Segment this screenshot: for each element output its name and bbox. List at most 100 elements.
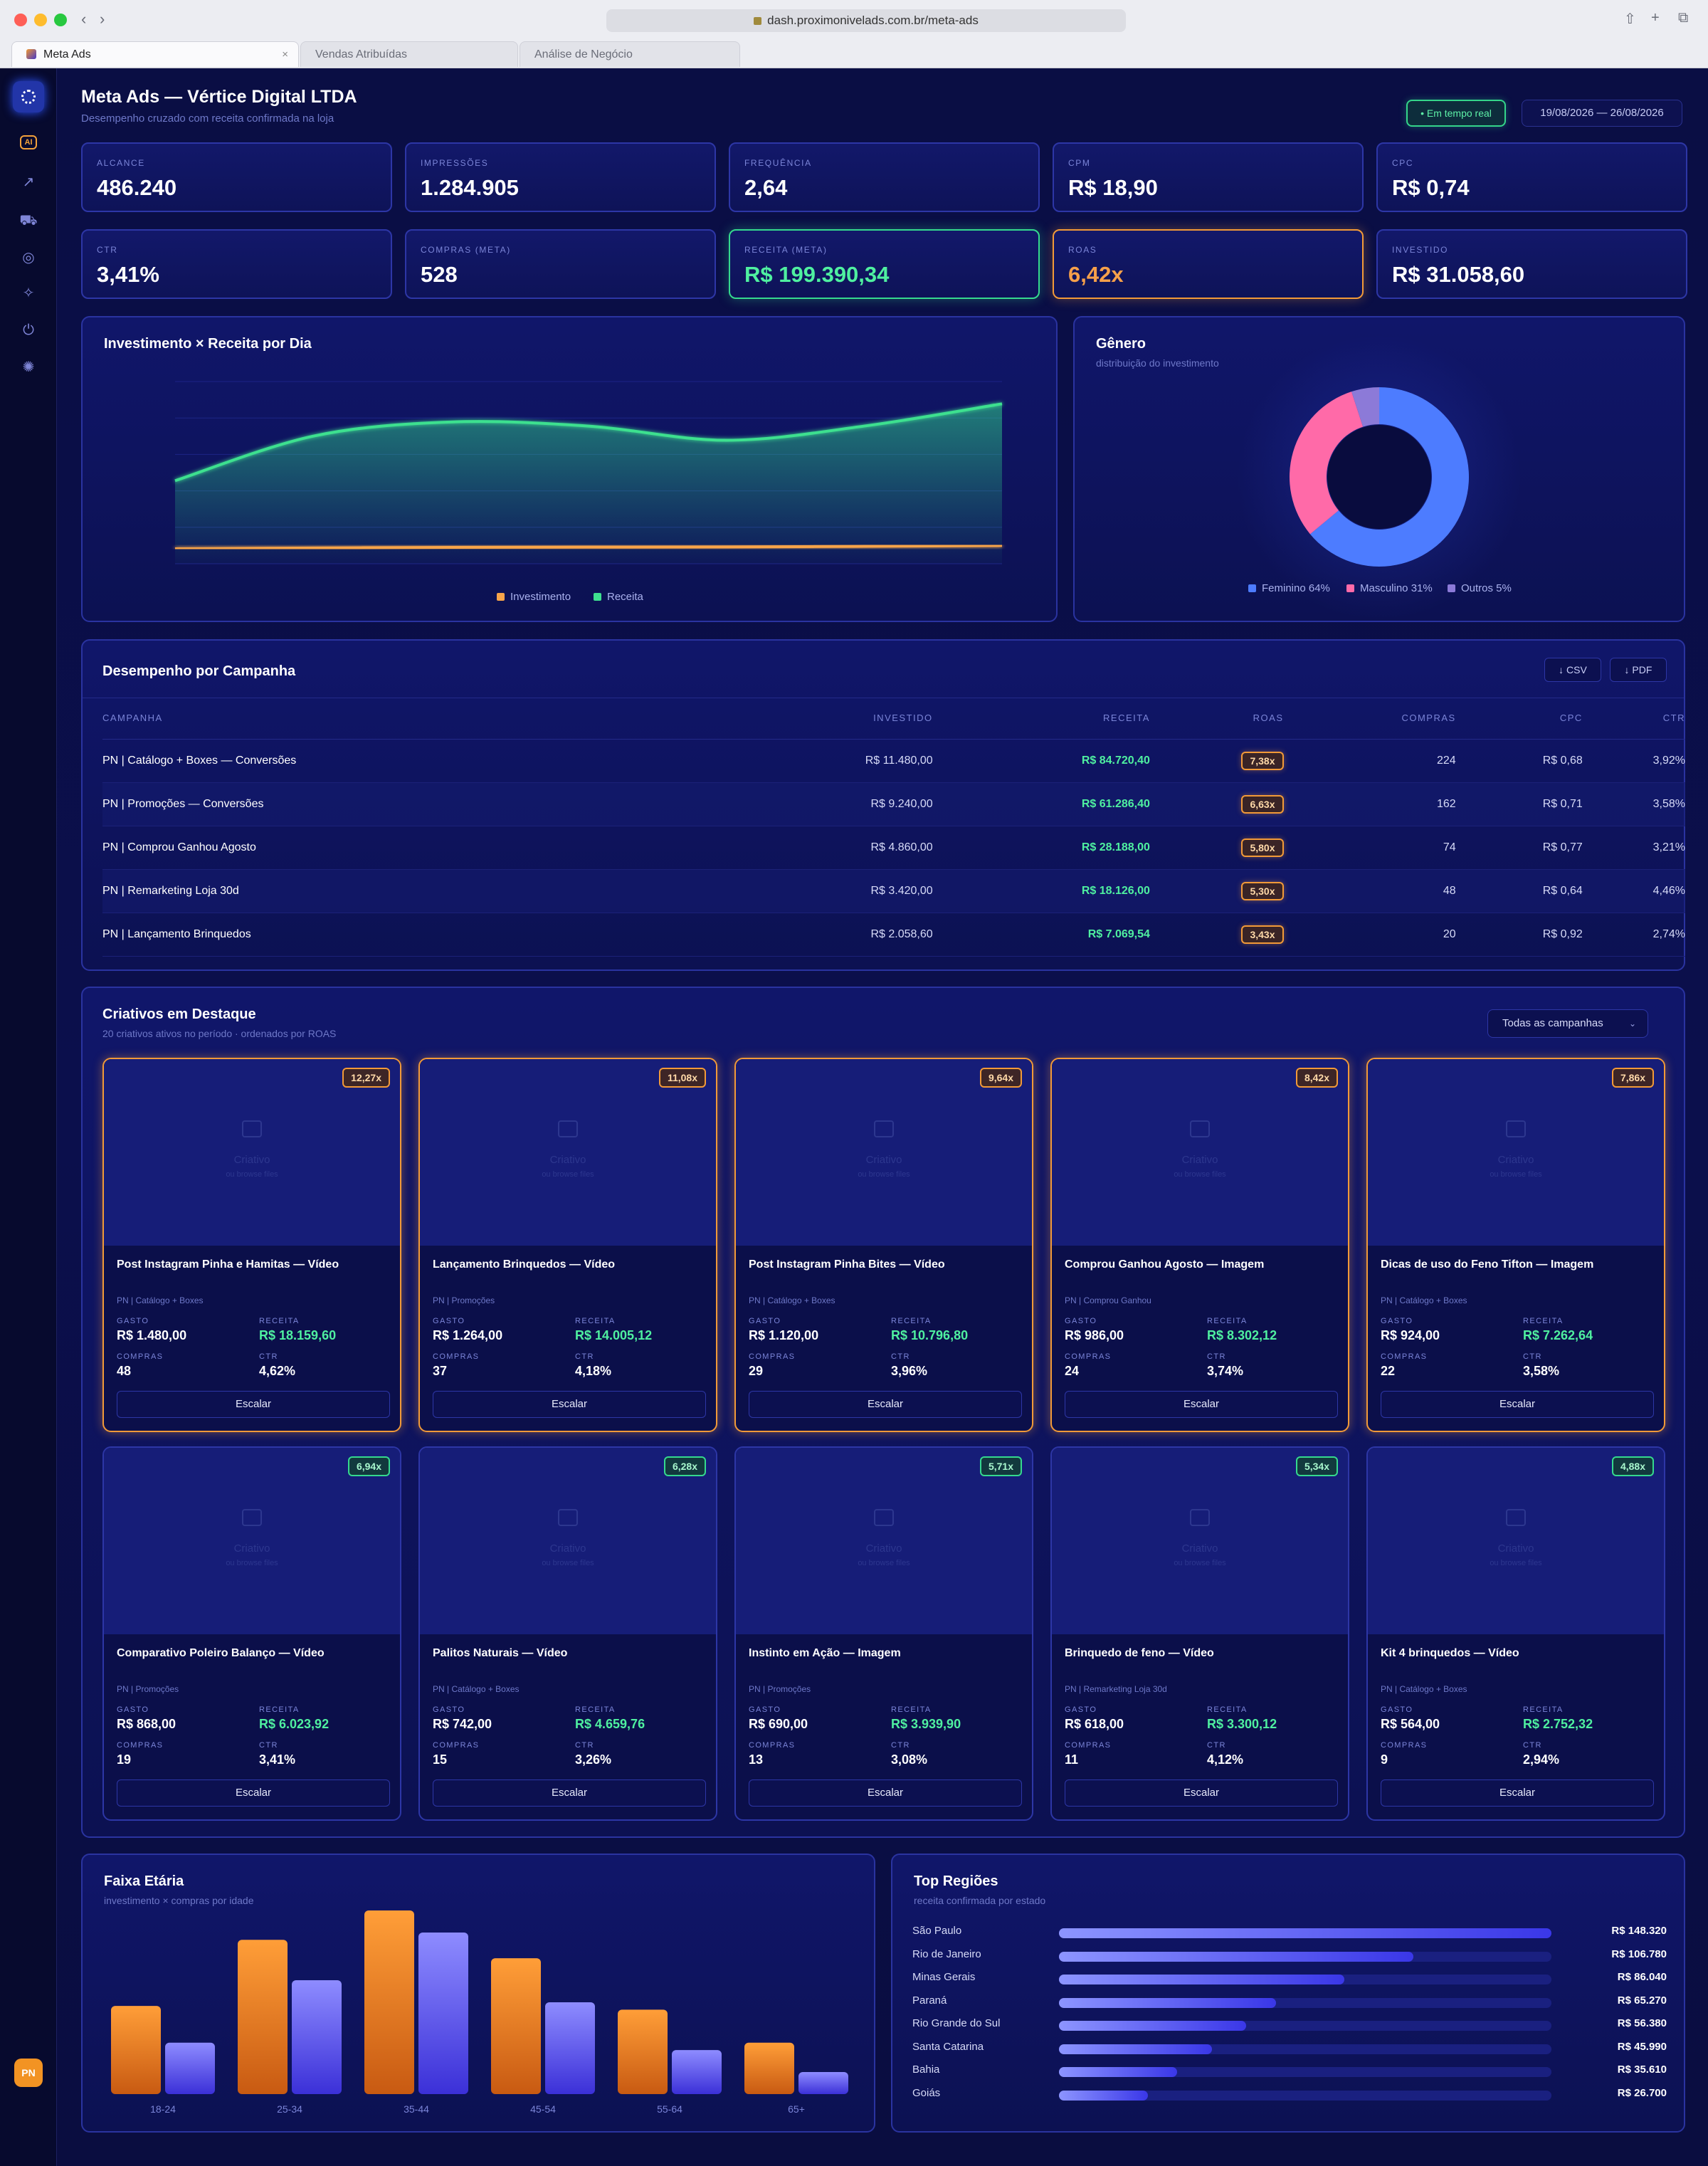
tab-meta-ads[interactable]: Meta Ads ×	[11, 41, 299, 67]
tab-analise-negocio[interactable]: Análise de Negócio	[520, 41, 740, 67]
export-pdf-button[interactable]: ↓ PDF	[1610, 658, 1667, 682]
escalar-button[interactable]: Escalar	[1381, 1779, 1654, 1807]
column-header[interactable]: ROAS	[1149, 698, 1284, 740]
creative-card[interactable]: Criativo ou browse files 9,64x Post Instagr…	[734, 1058, 1033, 1432]
avatar[interactable]: PN	[14, 2059, 43, 2087]
creative-thumbnail[interactable]: Criativo ou browse files	[1368, 1059, 1664, 1246]
table-row[interactable]: PN | Catálogo + Boxes — Conversões R$ 11.…	[102, 739, 1685, 783]
table-row[interactable]: PN | Promoções — Conversões R$ 9.240,00 R$…	[102, 782, 1685, 826]
kpi-label: ALCANCE	[97, 158, 145, 168]
creative-thumbnail[interactable]: Criativo ou browse files	[1368, 1448, 1664, 1634]
new-tab-icon[interactable]: +	[1651, 10, 1660, 26]
creative-thumbnail[interactable]: Criativo ou browse files	[104, 1448, 400, 1634]
table-cell: R$ 0,68	[1455, 739, 1583, 783]
table-row[interactable]: PN | Lançamento Brinquedos R$ 2.058,60 R$ …	[102, 913, 1685, 957]
close-tab-icon[interactable]: ×	[282, 48, 288, 61]
placeholder-browse-link[interactable]: ou browse files	[858, 1559, 910, 1567]
placeholder-browse-link[interactable]: ou browse files	[1174, 1559, 1226, 1567]
creative-thumbnail[interactable]: Criativo ou browse files	[736, 1059, 1032, 1246]
column-header[interactable]: CTR	[1582, 698, 1685, 740]
placeholder-browse-link[interactable]: ou browse files	[858, 1170, 910, 1179]
metric-value-ctr: 3,58%	[1523, 1364, 1560, 1378]
table-cell: 3,43x	[1149, 913, 1284, 957]
column-header[interactable]: RECEITA	[932, 698, 1150, 740]
column-header[interactable]: CPC	[1455, 698, 1583, 740]
creatives-subtitle: 20 criativos ativos no período · ordenad…	[102, 1028, 337, 1039]
placeholder-browse-link[interactable]: ou browse files	[1490, 1170, 1542, 1179]
metric-value-purchases: 9	[1381, 1752, 1388, 1767]
placeholder-browse-link[interactable]: ou browse files	[1490, 1559, 1542, 1567]
creative-card[interactable]: Criativo ou browse files 4,88x Kit 4 brinqu…	[1366, 1446, 1665, 1821]
back-icon[interactable]: ‹	[81, 10, 87, 28]
sparkle-icon[interactable]: ✧	[22, 285, 35, 301]
metric-label: CTR	[575, 1352, 594, 1361]
region-bar	[1059, 1928, 1551, 1938]
logo[interactable]	[13, 81, 44, 112]
creative-thumbnail[interactable]: Criativo ou browse files	[104, 1059, 400, 1246]
plug-icon[interactable]: ⏻	[23, 322, 34, 338]
creative-thumbnail[interactable]: Criativo ou browse files	[1052, 1059, 1348, 1246]
forward-icon[interactable]: ›	[100, 10, 105, 28]
settings-icon[interactable]: ✺	[22, 359, 35, 375]
target-icon[interactable]: ◎	[22, 250, 35, 266]
metric-label: COMPRAS	[749, 1352, 796, 1361]
address-bar[interactable]: dash.proximonivelads.com.br/meta-ads	[606, 9, 1126, 32]
escalar-button[interactable]: Escalar	[749, 1779, 1022, 1807]
share-icon[interactable]: ⇧	[1624, 11, 1636, 27]
lock-icon	[754, 17, 762, 26]
age-tick-label: 55-64	[657, 2103, 682, 2115]
kpi-card: COMPRAS (META) 528	[405, 229, 716, 299]
creative-thumbnail[interactable]: Criativo ou browse files	[420, 1059, 716, 1246]
escalar-button[interactable]: Escalar	[749, 1391, 1022, 1418]
metric-value-purchases: 29	[749, 1364, 764, 1378]
escalar-button[interactable]: Escalar	[433, 1391, 706, 1418]
creative-card[interactable]: Criativo ou browse files 8,42x Comprou Ganh…	[1050, 1058, 1349, 1432]
column-header[interactable]: INVESTIDO	[718, 698, 933, 740]
creative-card[interactable]: Criativo ou browse files 11,08x Lançamento …	[418, 1058, 717, 1432]
placeholder-browse-link[interactable]: ou browse files	[226, 1170, 278, 1179]
image-icon	[1190, 1509, 1210, 1526]
date-range-picker[interactable]: 19/08/2026 — 26/08/2026	[1522, 100, 1682, 127]
placeholder-browse-link[interactable]: ou browse files	[542, 1170, 594, 1179]
creative-thumbnail[interactable]: Criativo ou browse files	[1052, 1448, 1348, 1634]
table-row[interactable]: PN | Comprou Ganhou Agosto R$ 4.860,00 R$ …	[102, 826, 1685, 870]
escalar-button[interactable]: Escalar	[1065, 1779, 1338, 1807]
image-icon	[1506, 1509, 1526, 1526]
minimize-window-button[interactable]	[34, 14, 47, 26]
sidebar-item-ai[interactable]: AI	[20, 135, 37, 149]
tab-overview-icon[interactable]: ⧉	[1678, 10, 1689, 26]
creative-card[interactable]: Criativo ou browse files 12,27x Post Instag…	[102, 1058, 401, 1432]
kpi-value: 6,42x	[1068, 262, 1124, 287]
escalar-button[interactable]: Escalar	[1065, 1391, 1338, 1418]
table-cell: 5,80x	[1149, 826, 1284, 870]
gender-subtitle: distribuição do investimento	[1096, 357, 1219, 369]
maximize-window-button[interactable]	[54, 14, 67, 26]
creative-card[interactable]: Criativo ou browse files 6,28x Palitos Natu…	[418, 1446, 717, 1821]
table-row[interactable]: PN | Remarketing Loja 30d R$ 3.420,00 R$ 1…	[102, 869, 1685, 913]
escalar-button[interactable]: Escalar	[1381, 1391, 1654, 1418]
placeholder-browse-link[interactable]: ou browse files	[226, 1559, 278, 1567]
creative-card[interactable]: Criativo ou browse files 5,71x Instinto em …	[734, 1446, 1033, 1821]
creative-thumbnail[interactable]: Criativo ou browse files	[420, 1448, 716, 1634]
column-header[interactable]: CAMPANHA	[102, 698, 719, 740]
campaign-filter-select[interactable]: Todas as campanhas ⌄	[1487, 1009, 1648, 1038]
placeholder-browse-link[interactable]: ou browse files	[542, 1559, 594, 1567]
escalar-button[interactable]: Escalar	[117, 1779, 390, 1807]
creative-card[interactable]: Criativo ou browse files 7,86x Dicas de uso…	[1366, 1058, 1665, 1432]
table-cell: 4,46%	[1582, 869, 1685, 913]
creative-card[interactable]: Criativo ou browse files 5,34x Brinquedo de…	[1050, 1446, 1349, 1821]
creative-card[interactable]: Criativo ou browse files 6,94x Comparativo …	[102, 1446, 401, 1821]
close-window-button[interactable]	[14, 14, 27, 26]
cart-icon[interactable]: ⛟	[19, 213, 38, 228]
region-bar	[1059, 1975, 1345, 1984]
export-csv-button[interactable]: ↓ CSV	[1544, 658, 1601, 682]
trend-icon[interactable]: ↗	[22, 174, 35, 190]
tab-vendas-atribuidas[interactable]: Vendas Atribuídas	[300, 41, 518, 67]
escalar-button[interactable]: Escalar	[117, 1391, 390, 1418]
creative-placeholder: Criativo ou browse files	[104, 1120, 400, 1179]
creative-thumbnail[interactable]: Criativo ou browse files	[736, 1448, 1032, 1634]
placeholder-browse-link[interactable]: ou browse files	[1174, 1170, 1226, 1179]
column-header[interactable]: COMPRAS	[1283, 698, 1456, 740]
escalar-button[interactable]: Escalar	[433, 1779, 706, 1807]
creative-campaign: PN | Promoções	[117, 1684, 179, 1694]
